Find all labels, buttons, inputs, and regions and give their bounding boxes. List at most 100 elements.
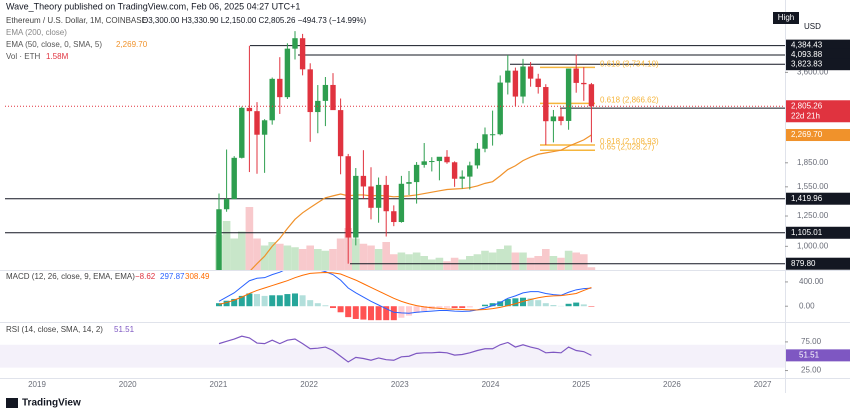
macd-histogram — [467, 306, 473, 307]
x-tick-label: 2019 — [28, 380, 46, 389]
symbol: Ethereum / U.S. Dollar, 1M, COINBASE — [6, 16, 147, 25]
macd-histogram — [398, 306, 404, 318]
candle-body — [247, 108, 252, 111]
volume-bar — [443, 261, 451, 270]
rsi-label: RSI (14, close, SMA, 14, 2) — [6, 325, 103, 334]
rsi-band — [0, 345, 785, 368]
candle-body — [277, 79, 282, 97]
volume-bar — [253, 239, 261, 271]
volume-bar — [458, 260, 466, 271]
macd-histogram — [368, 306, 374, 320]
candle-body — [270, 79, 275, 120]
candle-body — [574, 69, 579, 83]
candle-body — [346, 156, 351, 237]
macd-histogram — [444, 306, 450, 308]
candle-body — [536, 79, 541, 87]
candle-body — [566, 69, 571, 121]
level-label: 4,384.43 — [791, 41, 823, 50]
macd-histogram — [254, 294, 260, 306]
volume-bar — [291, 247, 299, 270]
candle-body — [437, 157, 442, 161]
vol-value: 1.58M — [46, 52, 69, 61]
candle-body — [467, 165, 472, 176]
candle-body — [376, 185, 381, 208]
volume-bar — [489, 253, 497, 271]
volume-bar — [322, 251, 330, 270]
macd-histogram — [535, 300, 541, 306]
candle-body — [520, 66, 525, 96]
volume-bar — [230, 239, 238, 271]
macd-histogram — [322, 305, 328, 306]
macd-histogram — [262, 296, 268, 306]
volume-bar — [580, 254, 588, 270]
rsi-tick-label: 25.00 — [801, 366, 822, 375]
footer: TradingView — [22, 398, 81, 409]
volume-bar — [398, 253, 406, 271]
volume-bar — [375, 249, 383, 270]
volume-bar — [299, 249, 307, 270]
candle-body — [224, 199, 229, 209]
ema200-label: EMA (200, close) — [6, 28, 67, 37]
volume-bar — [550, 256, 558, 270]
candle-body — [482, 134, 487, 148]
volume-bar — [542, 249, 550, 270]
candle-body — [338, 110, 343, 156]
tv-logo — [6, 398, 18, 408]
macd-label: MACD (12, 26, close, 9, EMA, EMA) — [6, 272, 135, 281]
currency: USD — [804, 22, 821, 31]
volume-bar — [519, 253, 527, 271]
level-label: 1,105.01 — [791, 228, 823, 237]
volume-bar — [360, 244, 368, 270]
volume-bar — [466, 256, 474, 270]
volume-bar — [284, 246, 292, 271]
price-countdown: 22d 21h — [791, 111, 820, 120]
macd-histogram — [566, 304, 572, 306]
candle-body — [292, 38, 297, 48]
macd-histogram — [391, 306, 397, 320]
candle-body — [551, 116, 556, 121]
fib-label: 0.618 (2,866.62) — [600, 95, 659, 104]
high-button-text[interactable]: High — [778, 13, 794, 22]
macd-histogram — [353, 306, 359, 319]
macd-histogram — [330, 306, 336, 308]
volume-bar — [512, 253, 520, 271]
candle-body — [323, 85, 328, 101]
volume-bar — [496, 249, 504, 270]
x-tick-label: 2025 — [572, 380, 590, 389]
candle-body — [452, 162, 457, 178]
candle-body — [543, 87, 548, 121]
volume-bar — [382, 242, 390, 270]
candle-body — [399, 184, 404, 222]
ohlc: O3,300.00 H3,330.90 L2,150.00 C2,805.26 … — [142, 16, 367, 25]
volume-bar — [337, 239, 345, 271]
x-tick-label: 2026 — [663, 380, 681, 389]
candle-body — [216, 209, 221, 288]
publisher: Wave_Theory published on TradingView.com… — [6, 1, 300, 11]
candle-body — [406, 182, 411, 184]
price-label: 2,805.26 — [791, 101, 823, 110]
x-tick-label: 2023 — [391, 380, 409, 389]
macd-histogram — [300, 295, 306, 306]
level-label: 879.80 — [791, 259, 816, 268]
macd-histogram — [550, 305, 556, 306]
level-label: 1,419.96 — [791, 194, 823, 203]
macd-histogram — [512, 298, 518, 306]
candle-body — [353, 176, 358, 238]
volume-bar — [504, 246, 512, 271]
candle-body — [285, 49, 290, 98]
macd-histogram — [459, 306, 465, 308]
candle-body — [475, 149, 480, 166]
rsi-axis-label: 51.51 — [799, 350, 820, 359]
volume-bar — [565, 251, 573, 270]
macd-histogram — [338, 306, 344, 312]
volume-bar — [306, 246, 314, 271]
x-tick-label: 2022 — [300, 380, 318, 389]
volume-bar — [481, 251, 489, 270]
candle-body — [513, 71, 518, 97]
candle-body — [460, 177, 465, 179]
candle-body — [589, 84, 594, 106]
signal-value: 308.49 — [185, 272, 210, 281]
macd-histogram — [543, 303, 549, 306]
